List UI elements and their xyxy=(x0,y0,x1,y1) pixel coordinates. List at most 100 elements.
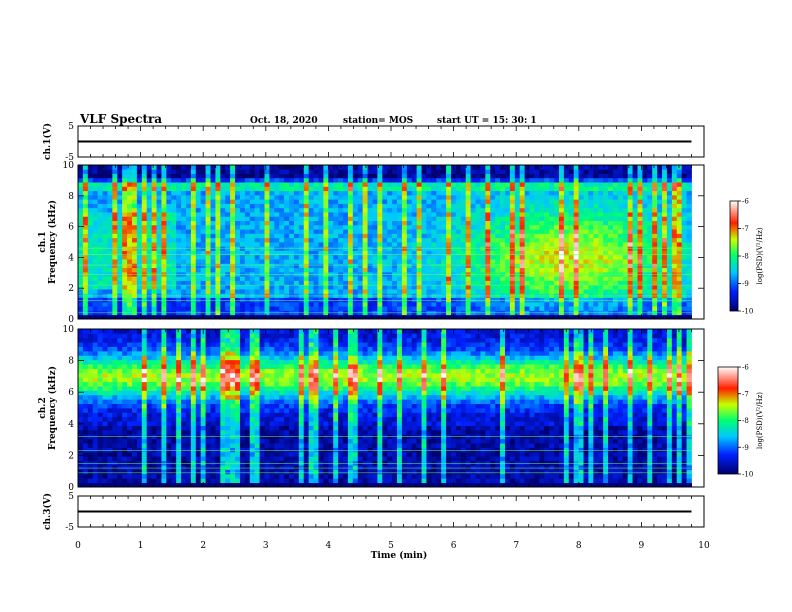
spectrogram-cell xyxy=(470,216,476,222)
spectrogram-cell xyxy=(352,216,359,222)
spectrogram-cell xyxy=(352,237,359,243)
spectrogram-cell xyxy=(343,246,349,251)
spectrogram-cell xyxy=(544,276,550,281)
spectrogram-cell xyxy=(681,177,687,183)
spectrogram-cell xyxy=(313,182,319,187)
spectrogram-cell xyxy=(127,394,133,400)
spectrogram-cell xyxy=(210,212,216,217)
spectrogram-cell xyxy=(504,182,511,187)
spectrogram-cell xyxy=(166,250,172,256)
spectrogram-cell xyxy=(676,212,683,217)
spectrogram-cell xyxy=(254,259,260,264)
spectrogram-cell xyxy=(249,289,256,294)
spectrogram-cell xyxy=(588,237,594,243)
spectrogram-cell xyxy=(185,289,192,294)
spectrogram-cell xyxy=(455,259,462,264)
spectrogram-cell xyxy=(136,246,143,251)
spectrogram-cell xyxy=(657,199,663,204)
spectrogram-cell xyxy=(524,186,530,192)
spectrogram-cell xyxy=(470,190,476,196)
spectrogram-cell xyxy=(377,224,383,230)
spectrogram-cell xyxy=(446,220,452,226)
spectrogram-cell xyxy=(156,263,162,269)
spectrogram-cell xyxy=(539,280,545,286)
spectrogram-cell xyxy=(500,194,506,200)
spectrogram-cell xyxy=(622,276,629,281)
spectrogram-cell xyxy=(652,267,658,273)
spectrogram-cell xyxy=(239,216,246,222)
spectrogram-cell xyxy=(485,216,491,222)
spectrogram-cell xyxy=(136,207,143,213)
spectrogram-cell xyxy=(460,186,467,192)
spectrogram-cell xyxy=(558,289,565,294)
spectrogram-cell xyxy=(205,242,211,247)
spectrogram-cell xyxy=(112,177,118,183)
spectrogram-cell xyxy=(617,306,624,311)
spectrogram-cell xyxy=(230,259,236,264)
spectrogram-cell xyxy=(313,224,319,230)
spectrogram-cell xyxy=(451,207,457,213)
spectrogram-cell xyxy=(509,314,516,320)
spectrogram-cell xyxy=(519,194,526,200)
spectrogram-cell xyxy=(608,276,614,281)
spectrogram-cell xyxy=(181,242,187,247)
spectrogram-cell xyxy=(612,216,619,222)
spectrogram-cell xyxy=(588,306,594,311)
spectrogram-cell xyxy=(446,186,452,192)
spectrogram-cell xyxy=(279,306,285,311)
spectrogram-cell xyxy=(274,242,280,247)
spectrogram-cell xyxy=(490,173,496,179)
spectrogram-cell xyxy=(666,276,673,281)
spectrogram-cell xyxy=(264,182,270,187)
spectrogram-cell xyxy=(681,267,687,273)
spectrogram-cell xyxy=(112,438,118,444)
spectrogram-cell xyxy=(318,229,324,234)
spectrogram-cell xyxy=(681,314,687,320)
spectrogram-cell xyxy=(593,212,599,217)
spectrogram-cell xyxy=(97,212,103,217)
spectrogram-cell xyxy=(323,314,329,320)
spectrogram-cell xyxy=(352,229,359,234)
spectrogram-cell xyxy=(411,267,418,273)
spectrogram-cell xyxy=(87,289,94,294)
spectrogram-cell xyxy=(112,237,118,243)
spectrogram-cell xyxy=(446,177,452,183)
spectrogram-cell xyxy=(78,342,84,347)
spectrogram-cell xyxy=(136,237,143,243)
spectrogram-cell xyxy=(676,207,683,213)
spectrogram-cell xyxy=(239,263,246,269)
spectrogram-cell xyxy=(235,220,241,226)
spectrogram-cell xyxy=(156,280,162,286)
spectrogram-cell xyxy=(176,250,182,256)
spectrogram-cell xyxy=(264,220,270,226)
spectrogram-cell xyxy=(87,199,94,204)
spectrogram-cell xyxy=(485,177,491,183)
spectrogram-cell xyxy=(318,301,324,307)
spectrogram-cell xyxy=(436,182,442,187)
spectrogram-cell xyxy=(279,203,285,209)
spectrogram-cell xyxy=(338,233,344,239)
spectrogram-cell xyxy=(416,177,422,183)
spectrogram-cell xyxy=(127,451,133,457)
spectrogram-cell xyxy=(401,254,408,260)
spectrogram-cell xyxy=(617,301,624,307)
spectrogram-cell xyxy=(588,263,594,269)
spectrogram-cell xyxy=(264,177,270,183)
spectrogram-cell xyxy=(554,237,560,243)
spectrogram-cell xyxy=(343,276,349,281)
spectrogram-cell xyxy=(78,438,84,444)
spectrogram-cell xyxy=(583,194,589,200)
spectrogram-cell xyxy=(411,190,418,196)
spectrogram-cell xyxy=(333,165,339,170)
spectrogram-cell xyxy=(293,224,300,230)
spectrogram-cell xyxy=(470,263,476,269)
spectrogram-cell xyxy=(343,259,349,264)
spectrogram-cell xyxy=(372,246,378,251)
spectrogram-cell xyxy=(127,306,133,311)
spectrogram-cell xyxy=(627,229,633,234)
spectrogram-cell xyxy=(220,220,226,226)
spectrogram-cell xyxy=(588,199,594,204)
spectrogram-cell xyxy=(406,194,413,200)
spectrogram-cell xyxy=(181,301,187,307)
spectrogram-cell xyxy=(284,259,290,264)
